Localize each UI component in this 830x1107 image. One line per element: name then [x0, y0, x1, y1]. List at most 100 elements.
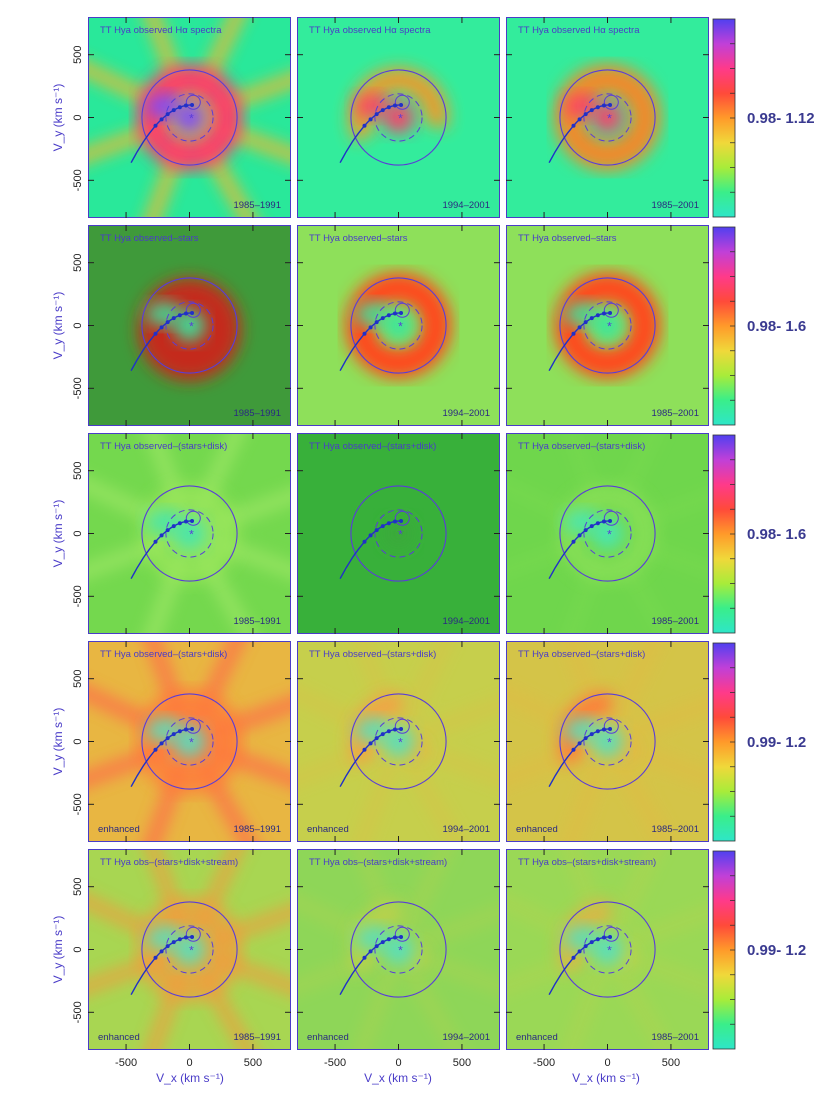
stream-point — [392, 727, 397, 732]
emission-streak — [600, 734, 674, 842]
emission-ring — [345, 272, 452, 379]
panel-period: 1985–1991 — [233, 1032, 281, 1043]
colorbar-range-label: 0.98- 1.12 — [747, 110, 815, 127]
emission-ring — [136, 64, 243, 171]
outer-circle — [559, 277, 656, 374]
panel: * TT Hya obs–(stars+disk+stream) 1985–2001… — [506, 849, 709, 1069]
stream-point — [399, 310, 404, 315]
stream-point — [595, 729, 600, 734]
panel-period: 1994–2001 — [442, 408, 490, 419]
stream-point — [374, 944, 379, 949]
disk-circle — [583, 717, 632, 766]
star-marker: * — [607, 528, 612, 542]
colorbar: 0.99- 1.2 — [712, 642, 806, 842]
stream-point — [368, 741, 373, 746]
panel-period: 1985–1991 — [233, 824, 281, 835]
emission-ring-shape — [348, 67, 449, 168]
stream-point — [374, 528, 379, 533]
stream-point — [386, 521, 391, 526]
central-core — [591, 933, 624, 966]
central-core-shape — [591, 101, 624, 134]
panel-enhanced-label: enhanced — [98, 824, 140, 835]
stream-point — [183, 727, 188, 732]
stream-point — [583, 944, 588, 949]
stream-point — [368, 325, 373, 330]
panel: * TT Hya observed–(stars+disk) 1994–2001 — [297, 433, 500, 634]
central-core-shape — [382, 725, 415, 758]
stream-point — [368, 533, 373, 538]
stream-point — [171, 524, 176, 529]
panel: * TT Hya observed–(stars+disk) 1985–1991 en… — [51, 641, 291, 842]
stream-point — [601, 519, 606, 524]
donor-circle — [394, 94, 410, 110]
outer-circle — [350, 69, 447, 166]
colorbar: 0.98- 1.6 — [712, 226, 806, 426]
panel-title: TT Hya observed–stars — [309, 233, 408, 244]
emission-ring-shape — [136, 688, 243, 795]
star-marker: * — [398, 736, 403, 750]
stream-point — [571, 123, 576, 128]
stream-point — [386, 937, 391, 942]
emission-ring-shape — [554, 272, 661, 379]
stream-point — [571, 747, 576, 752]
emission-ring — [136, 688, 243, 795]
emission-ring — [140, 484, 239, 583]
outer-circle — [141, 277, 238, 374]
outer-circle — [141, 69, 238, 166]
star-marker: * — [189, 736, 194, 750]
stream-point — [165, 736, 170, 741]
y-axis-label: V_y (km s⁻¹) — [51, 292, 65, 360]
central-core — [173, 309, 206, 342]
stream-point — [601, 935, 606, 940]
disk-circle — [374, 301, 423, 350]
colorbar-range-label: 0.98- 1.6 — [747, 526, 806, 543]
star-marker: * — [398, 944, 403, 958]
central-core-shape — [173, 725, 206, 758]
stream-point — [380, 524, 385, 529]
panel-period: 1985–1991 — [233, 200, 281, 211]
disk-circle — [165, 301, 214, 350]
panel: * TT Hya observed–stars 1994–2001 — [297, 225, 500, 426]
stream-point — [608, 310, 613, 315]
donor-circle — [603, 926, 619, 942]
stream-point — [159, 325, 164, 330]
stream-point — [583, 320, 588, 325]
disk-circle — [374, 93, 423, 142]
donor-circle — [185, 718, 201, 734]
stream-point — [583, 736, 588, 741]
outer-circle — [350, 693, 447, 790]
stream-point — [190, 934, 195, 939]
panel-period: 1985–1991 — [233, 408, 281, 419]
emission-ring-shape — [558, 484, 657, 583]
stream-point — [153, 539, 158, 544]
stream-point — [177, 105, 182, 110]
central-core — [591, 101, 624, 134]
donor-circle — [394, 510, 410, 526]
panel-enhanced-label: enhanced — [307, 824, 349, 835]
stream-point — [190, 310, 195, 315]
emission-ring — [554, 64, 661, 171]
stream-point — [374, 736, 379, 741]
x-tick-label: -500 — [533, 1057, 555, 1069]
panel-title: TT Hya observed–(stars+disk) — [518, 649, 645, 660]
y-tick-label: 0 — [72, 114, 84, 120]
outer-circle — [559, 693, 656, 790]
stream-point — [399, 934, 404, 939]
emission-streak — [563, 734, 615, 842]
stream-point — [183, 519, 188, 524]
stream-point — [362, 331, 367, 336]
stream-point — [571, 331, 576, 336]
y-tick-label: -500 — [72, 1001, 84, 1023]
x-axis-label: V_x (km s⁻¹) — [156, 1071, 224, 1085]
stream-point — [362, 747, 367, 752]
y-tick-label: -500 — [72, 377, 84, 399]
panel: * TT Hya observed–stars 1985–1991 500 0 -500 V… — [51, 225, 291, 426]
emission-streak — [391, 697, 500, 749]
x-tick-label: 0 — [395, 1057, 401, 1069]
disk-circle — [583, 301, 632, 350]
stream-point — [380, 732, 385, 737]
emission-ring-shape — [554, 64, 661, 171]
stream-point — [589, 940, 594, 945]
stream-point — [165, 320, 170, 325]
stream-point — [601, 103, 606, 108]
